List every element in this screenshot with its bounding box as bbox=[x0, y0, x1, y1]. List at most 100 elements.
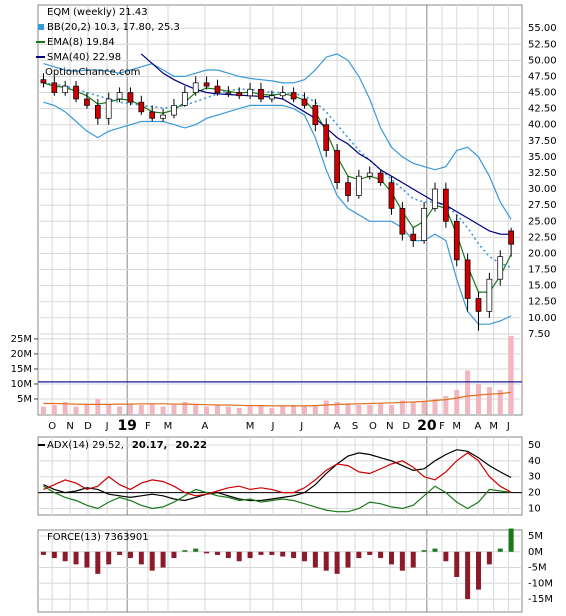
bar bbox=[247, 406, 253, 414]
bar bbox=[280, 406, 286, 414]
x-tick-label: M bbox=[164, 421, 173, 432]
bar bbox=[508, 528, 514, 552]
y-tick-label: -15M bbox=[528, 594, 553, 605]
y-tick-label: 52.50 bbox=[528, 39, 557, 50]
x-tick-label: 20 bbox=[417, 418, 437, 434]
candle-body bbox=[508, 230, 514, 245]
bar bbox=[486, 386, 492, 414]
candle-body bbox=[366, 172, 373, 177]
x-tick-label: J bbox=[105, 421, 109, 432]
bar bbox=[323, 400, 329, 414]
bar bbox=[214, 551, 220, 555]
candle-body bbox=[377, 172, 384, 183]
x-tick-label: J bbox=[299, 421, 303, 432]
bar bbox=[84, 404, 90, 414]
candle-body bbox=[323, 124, 330, 151]
x-tick-label: N bbox=[66, 421, 73, 432]
watermark: OptionChance.com bbox=[45, 67, 140, 78]
y-tick-label: 5M bbox=[528, 531, 543, 542]
candle-body bbox=[40, 79, 47, 84]
y-tick-label: 55.00 bbox=[528, 23, 557, 34]
y-tick-label: 30 bbox=[528, 472, 541, 483]
candle-body bbox=[171, 105, 177, 116]
bar bbox=[301, 551, 307, 562]
bar bbox=[258, 551, 264, 555]
bar bbox=[443, 395, 449, 414]
candle-body bbox=[345, 182, 351, 196]
bar bbox=[454, 389, 460, 414]
panel-title: FORCE(13) 7363901 bbox=[47, 532, 149, 543]
y-tick-label: 10.00 bbox=[528, 313, 557, 324]
force-panel bbox=[37, 529, 523, 613]
bar bbox=[51, 404, 57, 414]
line bbox=[43, 452, 512, 497]
line bbox=[43, 391, 512, 407]
x-tick-label: A bbox=[202, 421, 209, 432]
bar bbox=[127, 551, 133, 559]
bar bbox=[117, 551, 123, 555]
y-tick-label: 30.00 bbox=[528, 184, 557, 195]
y-tick-label: 20.00 bbox=[528, 248, 557, 259]
bar bbox=[73, 551, 79, 565]
bar bbox=[258, 404, 264, 414]
legend-label: ADX(14) 29.52, bbox=[47, 440, 124, 451]
candle-body bbox=[247, 88, 253, 97]
bar bbox=[149, 551, 155, 571]
candle-body bbox=[181, 92, 188, 106]
bar bbox=[160, 551, 166, 568]
y-tick-label: 17.50 bbox=[528, 265, 557, 276]
candle-body bbox=[268, 95, 275, 100]
y-tick-label: 47.50 bbox=[528, 71, 557, 82]
bar bbox=[204, 406, 210, 414]
bar bbox=[367, 551, 373, 555]
bar bbox=[312, 404, 318, 414]
bar bbox=[399, 400, 405, 414]
candle-body bbox=[192, 82, 199, 93]
bar bbox=[214, 404, 220, 414]
y-tick-label: 7.50 bbox=[528, 329, 550, 340]
candle-body bbox=[138, 101, 145, 113]
y-tick-label: 22.50 bbox=[528, 232, 557, 243]
line bbox=[43, 449, 512, 502]
legend-label: 20.17, bbox=[132, 440, 167, 451]
bar bbox=[497, 548, 503, 552]
legend-label: EMA(8) 19.84 bbox=[47, 37, 115, 48]
bar bbox=[225, 551, 231, 559]
legend-label: 20.22 bbox=[175, 440, 207, 451]
y-tick-label: 10 bbox=[528, 503, 541, 514]
y-tick-label: 12.50 bbox=[528, 297, 557, 308]
bar bbox=[454, 551, 460, 577]
bar bbox=[138, 551, 144, 565]
bar bbox=[356, 551, 362, 559]
bar bbox=[345, 551, 351, 568]
bar bbox=[95, 551, 101, 574]
bar bbox=[160, 406, 166, 414]
bar bbox=[497, 389, 503, 414]
y-tick-label: 15.00 bbox=[528, 281, 557, 292]
candle-body bbox=[432, 188, 438, 209]
bar bbox=[421, 401, 427, 414]
x-tick-label: S bbox=[352, 421, 358, 432]
bar bbox=[171, 404, 177, 414]
bar bbox=[193, 404, 199, 414]
bar bbox=[269, 407, 275, 414]
bar bbox=[182, 550, 188, 552]
x-tick-label: O bbox=[369, 421, 377, 432]
y-tick-label: 15M bbox=[11, 364, 32, 375]
candle-body bbox=[443, 188, 449, 222]
bar bbox=[475, 383, 481, 414]
x-tick-label: A bbox=[475, 421, 482, 432]
bar bbox=[410, 551, 416, 568]
candle-body bbox=[464, 259, 471, 299]
bar bbox=[399, 551, 405, 571]
bar bbox=[149, 403, 155, 414]
candle-body bbox=[225, 92, 232, 94]
y-tick-label: 25M bbox=[11, 334, 32, 345]
bar bbox=[465, 551, 471, 600]
candle-body bbox=[214, 85, 221, 93]
bar bbox=[106, 551, 112, 565]
legend-label: BB(20,2) 10.3, 17.80, 25.3 bbox=[47, 22, 180, 33]
legend-swatch bbox=[38, 24, 44, 30]
x-tick-label: D bbox=[84, 421, 92, 432]
candle-body bbox=[475, 298, 482, 312]
